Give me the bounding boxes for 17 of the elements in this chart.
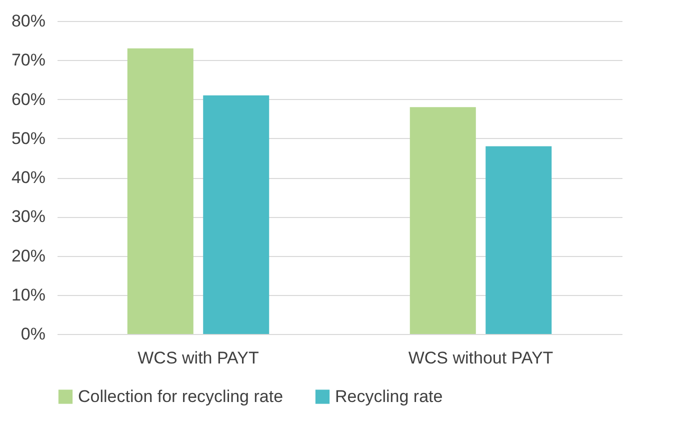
y-tick-label: 50% xyxy=(11,128,46,148)
y-tick-label: 20% xyxy=(11,246,46,266)
y-tick-label: 0% xyxy=(20,324,46,344)
y-tick-label: 70% xyxy=(11,50,46,70)
x-tick-label: WCS with PAYT xyxy=(138,348,259,368)
bar xyxy=(127,48,194,334)
bar xyxy=(486,146,552,334)
y-tick-label: 40% xyxy=(11,168,46,187)
y-tick-label: 30% xyxy=(11,207,46,226)
legend-label: Recycling rate xyxy=(335,386,443,406)
y-tick-label: 60% xyxy=(11,90,46,109)
bar xyxy=(410,107,476,334)
x-tick-label: WCS without PAYT xyxy=(408,348,554,368)
bar xyxy=(203,95,270,334)
y-tick-label: 10% xyxy=(11,285,46,304)
y-tick-label: 80% xyxy=(11,12,46,30)
legend-label: Collection for recycling rate xyxy=(78,386,284,406)
